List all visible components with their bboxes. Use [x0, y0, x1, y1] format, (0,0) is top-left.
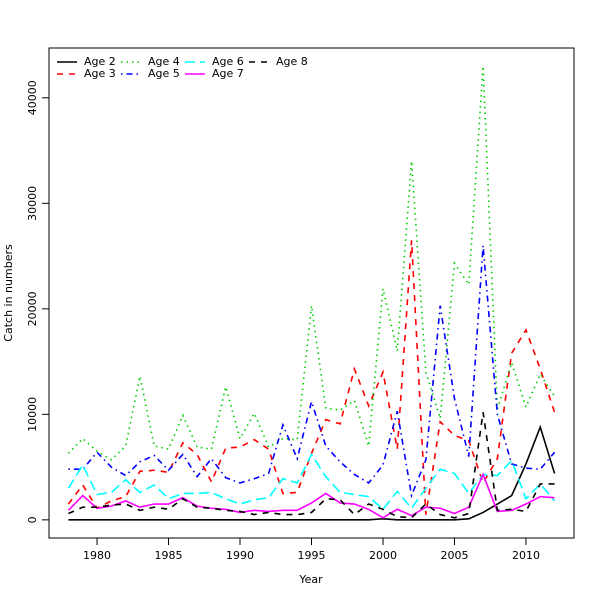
y-tick-label: 10000 — [26, 397, 39, 432]
y-axis-label: Catch in numbers — [2, 244, 15, 342]
legend-label: Age 5 — [148, 67, 180, 80]
x-tick-label: 1995 — [298, 549, 326, 562]
series-line — [68, 424, 556, 521]
series-line — [67, 66, 556, 461]
series-line — [67, 240, 556, 515]
series-line — [68, 245, 556, 499]
series-line — [67, 472, 555, 519]
series-line — [67, 452, 556, 511]
plot-frame — [48, 47, 575, 539]
legend-label: Age 8 — [276, 55, 308, 68]
x-tick-label: 1990 — [226, 549, 254, 562]
series-line — [68, 412, 555, 519]
legend-label: Age 2 — [84, 55, 116, 68]
x-tick-label: 1980 — [83, 549, 111, 562]
legend-label: Age 3 — [84, 67, 116, 80]
x-tick-label: 1985 — [155, 549, 183, 562]
legend-label: Age 6 — [212, 55, 244, 68]
x-tick-label: 2010 — [512, 549, 540, 562]
y-tick-label: 30000 — [26, 186, 39, 221]
y-tick-label: 20000 — [26, 291, 39, 326]
legend-label: Age 4 — [148, 55, 180, 68]
y-tick-label: 40000 — [26, 80, 39, 115]
x-axis-label: Year — [298, 573, 323, 586]
x-tick-label: 2005 — [440, 549, 468, 562]
legend-label: Age 7 — [212, 67, 244, 80]
y-tick-label: 0 — [26, 516, 39, 523]
x-tick-label: 2000 — [369, 549, 397, 562]
